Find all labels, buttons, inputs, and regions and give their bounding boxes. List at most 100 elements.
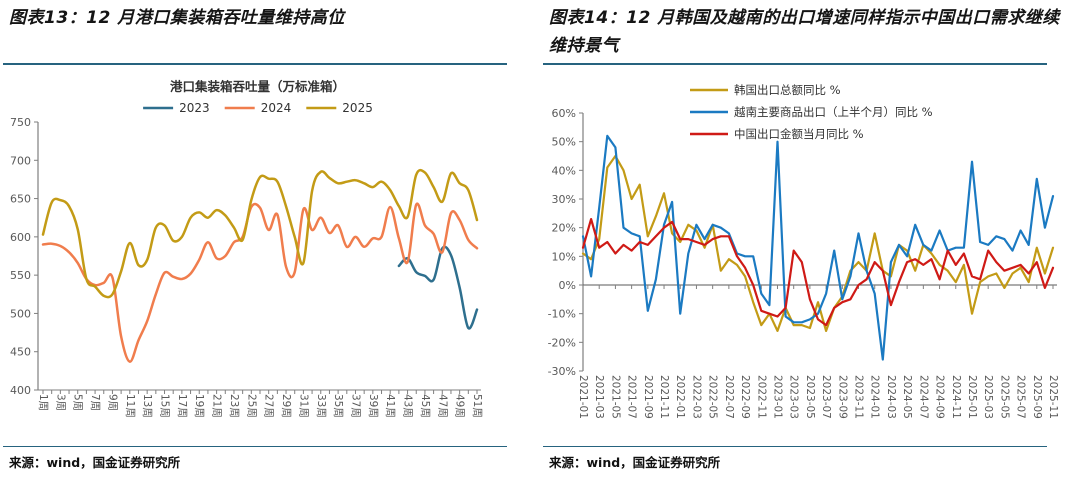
y-tick-label: 40% <box>552 164 576 177</box>
x-tick-label: 43周 <box>402 394 414 418</box>
x-tick-label: 2025-01 <box>966 375 978 419</box>
figure-14-source: 来源：wind，国金证券研究所 <box>549 455 721 470</box>
series-line-韩国出口总额同比 % <box>581 154 1055 332</box>
x-tick-label: 2025-05 <box>998 375 1010 419</box>
x-tick-label: 2025-11 <box>1047 375 1059 419</box>
x-tick-label: 2023-03 <box>788 375 800 419</box>
x-tick-label: 2021-09 <box>642 375 654 419</box>
y-tick-label: -10% <box>548 308 576 321</box>
x-tick-label: 2023-07 <box>820 375 832 419</box>
figure-14: 图表14：12 月韩国及越南的出口增速同样指示中国出口需求继续维持景气 60% 5… <box>540 0 1080 479</box>
x-tick-label: 3周 <box>54 394 66 411</box>
y-tick-label: 20% <box>552 222 576 235</box>
legend-label: 越南主要商品出口（上半个月）同比 % <box>734 105 933 119</box>
x-tick-label: 2024-01 <box>869 375 881 419</box>
x-tick-label: 27周 <box>263 394 275 418</box>
figure-14-line-chart: 60% 50% 40% 30% 20% 10% 0% -10% -20% -30%2021-01 2… <box>548 83 1059 419</box>
y-tick-label: 450 <box>10 346 31 359</box>
legend-label: 中国出口金额当月同比 % <box>734 127 864 141</box>
x-tick-label: 41周 <box>384 394 396 418</box>
y-tick-label: 550 <box>10 269 31 282</box>
y-tick-label: 600 <box>10 231 31 244</box>
x-tick-label: 21周 <box>211 394 223 418</box>
x-tick-label: 37周 <box>349 394 361 418</box>
x-tick-label: 2023-01 <box>771 375 783 419</box>
x-tick-label: 39周 <box>367 394 379 418</box>
legend-label: 韩国出口总额同比 % <box>734 83 841 97</box>
x-tick-label: 1周 <box>37 394 49 411</box>
x-tick-label: 2022-01 <box>674 375 686 419</box>
x-tick-label: 2024-11 <box>950 375 962 419</box>
x-tick-label: 2022-11 <box>755 375 767 419</box>
y-tick-label: -20% <box>548 336 576 349</box>
figure-14-title-divider <box>543 63 1047 65</box>
y-tick-label: 10% <box>552 250 576 263</box>
x-tick-label: 2023-11 <box>853 375 865 419</box>
y-tick-label: 400 <box>10 384 31 397</box>
x-tick-label: 9周 <box>106 394 118 411</box>
figure-14-source-divider <box>543 446 1047 447</box>
x-tick-label: 31周 <box>297 394 309 418</box>
x-tick-label: 2021-07 <box>626 375 638 419</box>
figure-13-source: 来源：wind，国金证券研究所 <box>9 455 181 470</box>
x-tick-label: 2025-03 <box>982 375 994 419</box>
y-tick-label: 50% <box>552 136 576 149</box>
x-tick-label: 2024-03 <box>885 375 897 419</box>
x-tick-label: 2025-09 <box>1031 375 1043 419</box>
x-tick-label: 11周 <box>124 394 136 418</box>
x-tick-label: 2021-11 <box>658 375 670 419</box>
series-line-2023 <box>397 245 479 330</box>
y-tick-label: 500 <box>10 307 31 320</box>
x-tick-label: 47周 <box>436 394 448 418</box>
x-tick-label: 2023-09 <box>836 375 848 419</box>
x-tick-label: 2024-07 <box>917 375 929 419</box>
x-tick-label: 45周 <box>419 394 431 418</box>
x-tick-label: 2021-03 <box>593 375 605 419</box>
figure-13-source-divider <box>3 446 507 447</box>
x-tick-label: 15周 <box>159 394 171 418</box>
x-tick-label: 23周 <box>228 394 240 418</box>
x-tick-label: 35周 <box>332 394 344 418</box>
x-tick-label: 13周 <box>141 394 153 418</box>
x-tick-label: 2022-03 <box>690 375 702 419</box>
x-tick-label: 51周 <box>471 394 483 418</box>
series-line-2025 <box>41 168 479 299</box>
figure-13-title: 图表13：12 月港口集装箱吞吐量维持高位 <box>9 8 345 28</box>
figure-14-title: 图表14：12 月韩国及越南的出口增速同样指示中国出口需求继续维持景气 <box>549 8 1060 57</box>
chart-title: 港口集装箱吞吐量（万标准箱） <box>170 79 345 94</box>
x-tick-label: 7周 <box>89 394 101 411</box>
x-tick-label: 2021-05 <box>609 375 621 419</box>
x-tick-label: 25周 <box>245 394 257 418</box>
series-line-2024 <box>41 202 479 363</box>
y-tick-label: 30% <box>552 193 576 206</box>
x-tick-label: 2024-05 <box>901 375 913 419</box>
figure-13-title-divider <box>3 63 507 65</box>
series-line-中国出口金额当月同比 % <box>581 218 1055 327</box>
legend-label: 2023 <box>179 101 210 115</box>
x-tick-label: 49周 <box>454 394 466 418</box>
x-tick-label: 2022-07 <box>723 375 735 419</box>
figure-13-line-chart: 750 700 650 600 550 500 450 400 1周 3周 5周 7周 9周 11周 13周… <box>10 79 483 418</box>
series-line-越南主要商品出口（上半个月）同比 % <box>581 134 1055 361</box>
y-tick-label: 650 <box>10 193 31 206</box>
legend-label: 2025 <box>342 101 373 115</box>
x-tick-label: 2021-01 <box>577 375 589 419</box>
y-tick-label: 0% <box>559 279 576 292</box>
legend-label: 2024 <box>261 101 292 115</box>
x-tick-label: 2022-09 <box>739 375 751 419</box>
x-tick-label: 5周 <box>72 394 84 411</box>
x-tick-label: 2024-09 <box>934 375 946 419</box>
x-tick-label: 33周 <box>315 394 327 418</box>
figure-13: 图表13：12 月港口集装箱吞吐量维持高位 750 700 650 600 550 500… <box>3 8 507 470</box>
x-tick-label: 29周 <box>280 394 292 418</box>
y-tick-label: -30% <box>548 365 576 378</box>
y-tick-label: 750 <box>10 116 31 129</box>
x-tick-label: 2022-05 <box>707 375 719 419</box>
y-tick-label: 60% <box>552 107 576 120</box>
x-tick-label: 2025-07 <box>1015 375 1027 419</box>
x-tick-label: 2023-05 <box>804 375 816 419</box>
y-tick-label: 700 <box>10 154 31 167</box>
x-tick-label: 17周 <box>176 394 188 418</box>
x-tick-label: 19周 <box>193 394 205 418</box>
